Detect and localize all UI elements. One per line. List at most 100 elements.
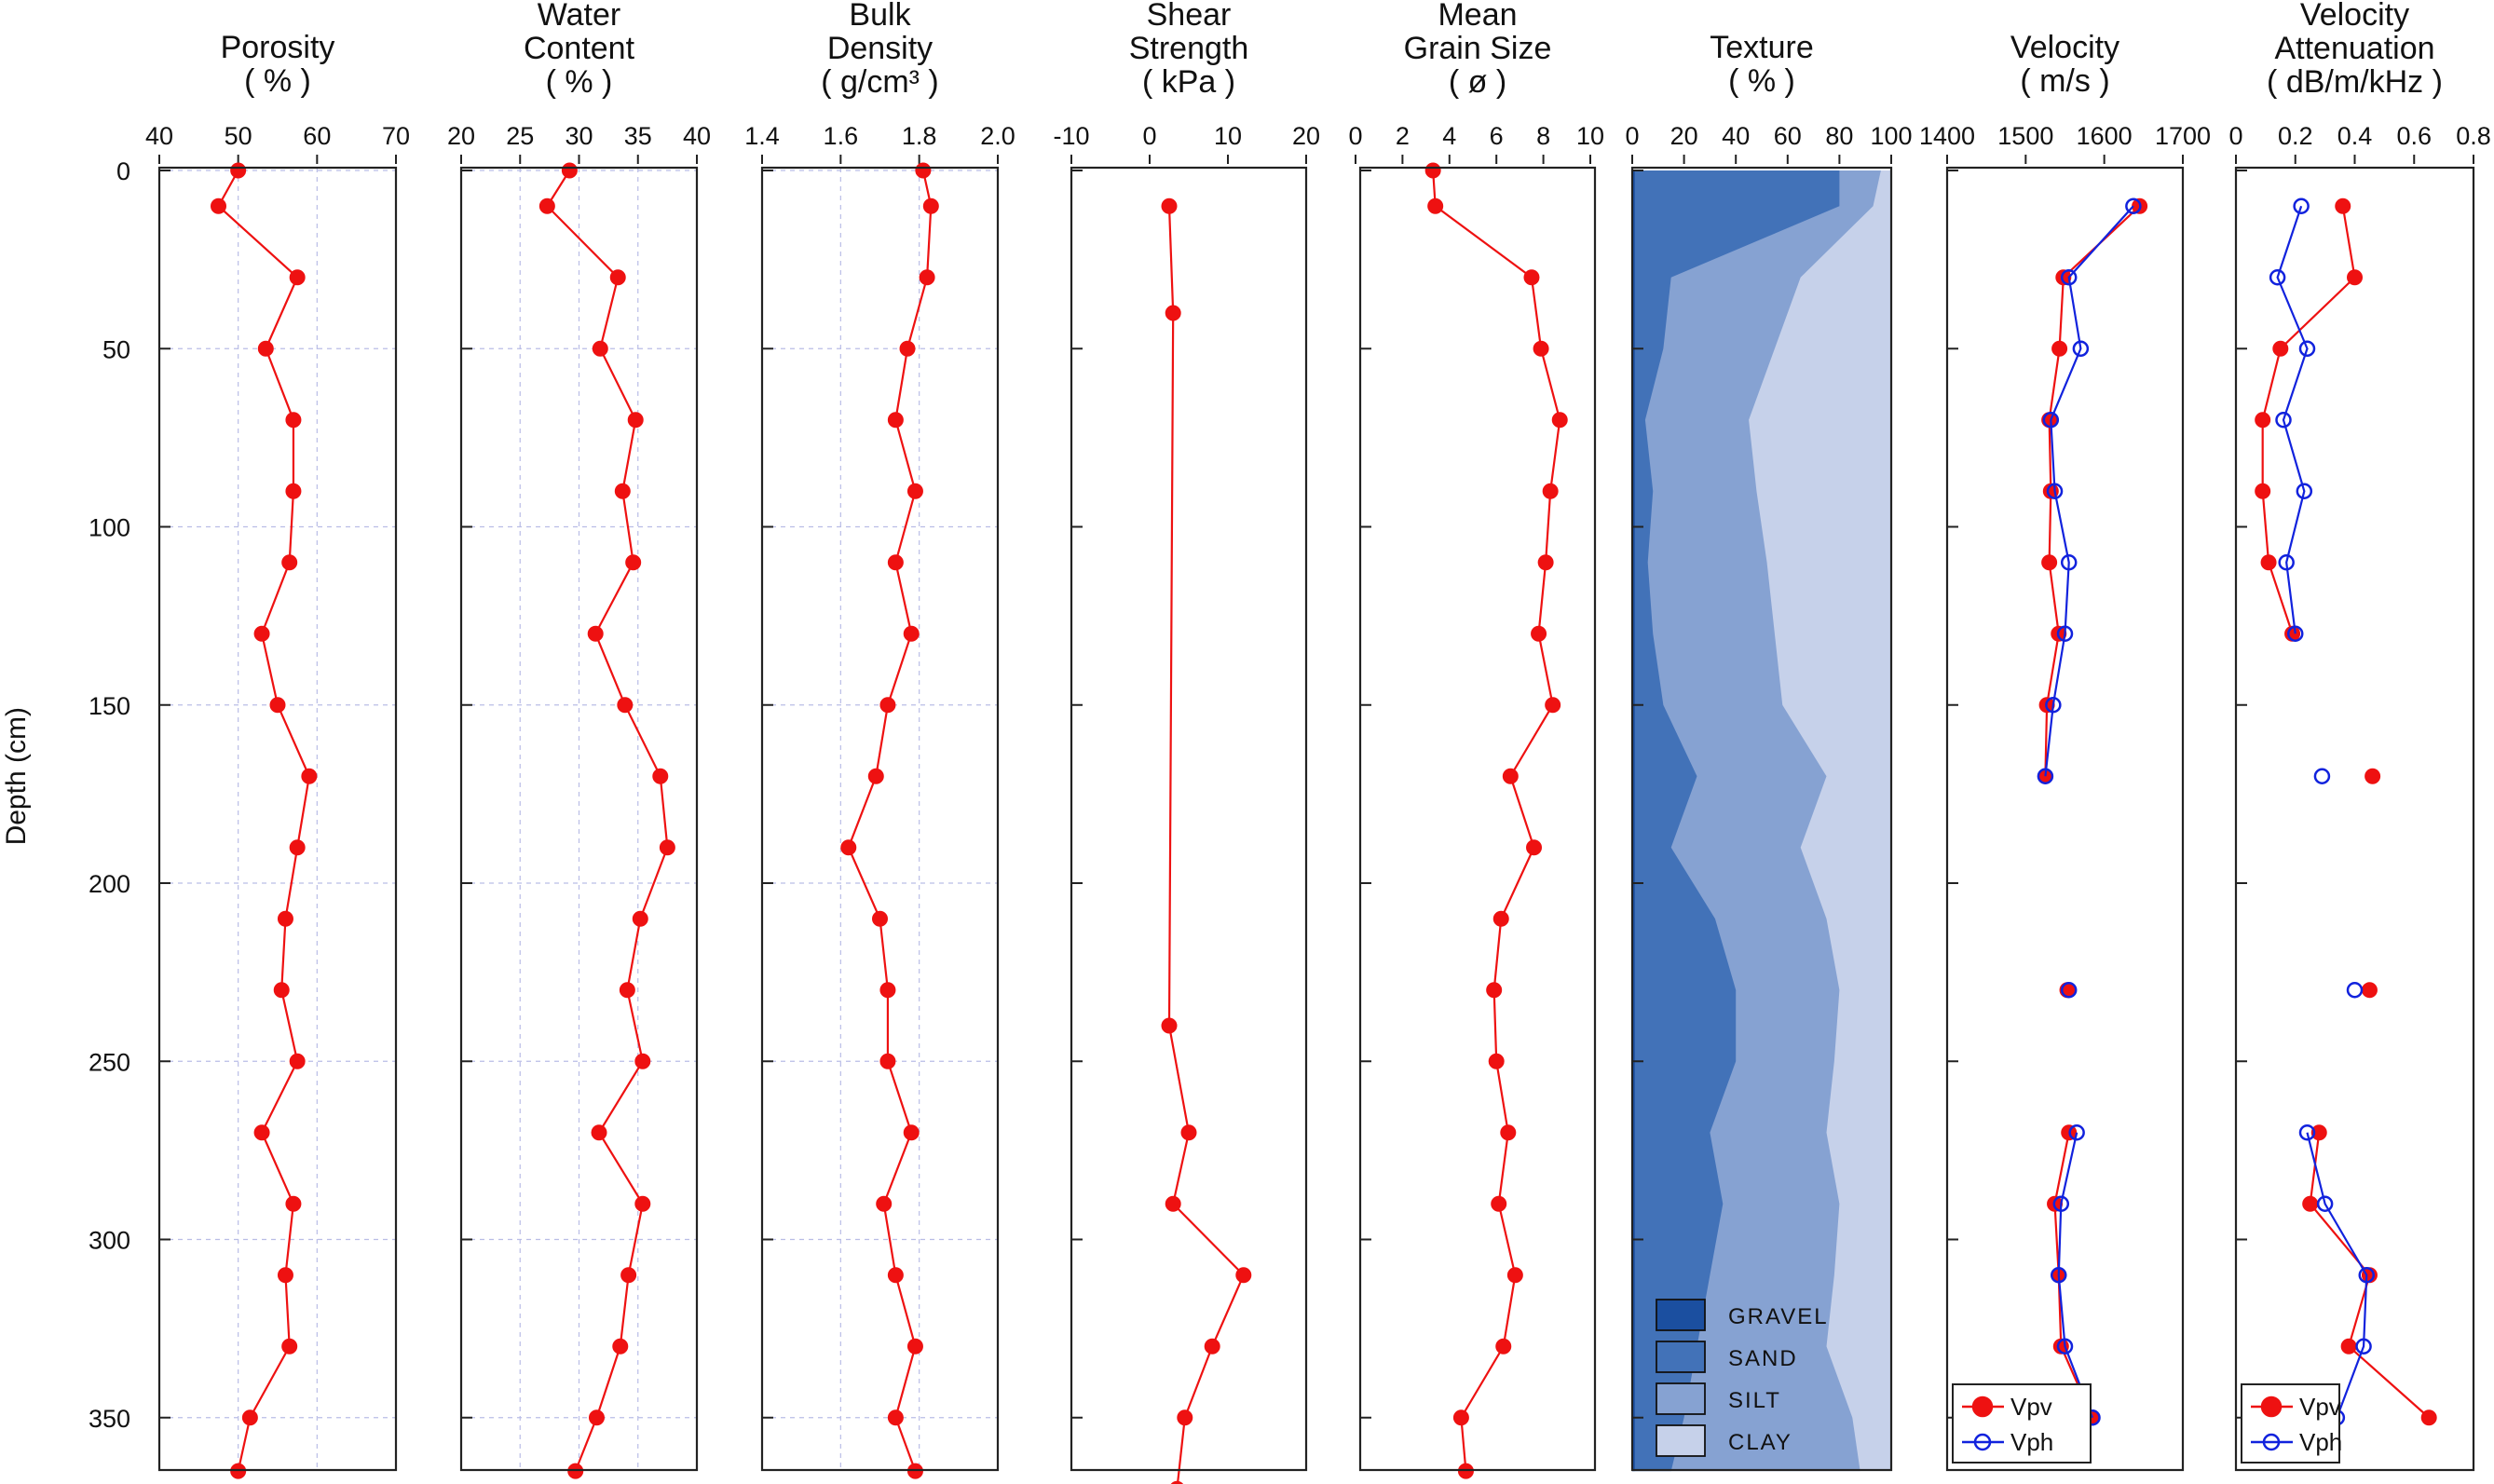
data-point-vph [2051, 1267, 2067, 1284]
data-point-data [1542, 483, 1559, 499]
data-point-vpv [2255, 483, 2271, 499]
data-point-data [659, 839, 675, 856]
data-point-vpv [2055, 269, 2072, 286]
data-point-vph [2298, 1124, 2316, 1141]
data-point-vph [2068, 1124, 2085, 1141]
x-tick-label: 100 [1870, 122, 1912, 150]
data-point-data [1180, 1124, 1197, 1141]
data-point-vph [2046, 483, 2064, 499]
data-point-data [1502, 768, 1519, 784]
data-point-data [1488, 1053, 1505, 1069]
data-point-vph [2052, 1195, 2070, 1212]
data-point-vpv [2051, 340, 2068, 357]
panel-title: ( g/cm³ ) [821, 64, 939, 100]
data-point-data [1545, 697, 1561, 714]
data-point-data [1526, 839, 1543, 856]
data-point-data [1170, 1480, 1184, 1484]
x-tick-label: 0.6 [2396, 122, 2432, 150]
data-point-vph [2056, 1338, 2074, 1355]
data-point-data [285, 483, 302, 499]
data-point-data [269, 697, 286, 714]
data-point-vph [2346, 982, 2364, 999]
x-tick-label: 0 [1348, 122, 1362, 150]
series-line-vph [2276, 205, 2309, 634]
series-line-data [545, 170, 669, 1472]
data-point-data [1235, 1267, 1252, 1284]
data-point-data [1457, 1463, 1474, 1479]
texture-area-sand [1632, 170, 1840, 1472]
panel-title: ( % ) [546, 64, 613, 100]
y-tick-label: 100 [89, 514, 130, 542]
panel-porosity: Porosity( % ) 40 50 60 70 [145, 30, 410, 1479]
data-point-data [879, 982, 896, 999]
panel-title: Strength [1129, 31, 1249, 66]
panel-title: Shear [1147, 0, 1232, 33]
x-tick-label: 20 [1292, 122, 1320, 150]
legend-label: SAND [1728, 1346, 1798, 1371]
data-point-vph [2042, 412, 2060, 429]
panel-texture: Texture( % ) 0 20 40 60 80 100 GRAVEL SAND SILT CL… [1625, 30, 1913, 1472]
legend-swatch-sand [1656, 1341, 1706, 1373]
data-point-data [285, 1195, 302, 1212]
x-tick-label: 1700 [2155, 122, 2211, 150]
data-point-data [289, 839, 306, 856]
series-line-vph [2057, 1132, 2094, 1419]
data-point-data [617, 697, 634, 714]
data-point-vpv [2302, 1195, 2319, 1212]
data-point-data [612, 1338, 629, 1355]
series-line-data [847, 170, 933, 1472]
data-point-vph [2125, 197, 2142, 214]
data-point-data [1161, 197, 1178, 214]
x-tick-label: 1.4 [744, 122, 780, 150]
data-point-data [567, 1463, 584, 1479]
data-point-vpv [2260, 554, 2277, 571]
data-point-data [241, 1409, 258, 1426]
x-tick-label: 0 [2228, 122, 2242, 150]
data-point-data [840, 839, 857, 856]
data-point-vph [2313, 768, 2331, 784]
panel-title: Porosity [221, 30, 335, 65]
plot-frame [459, 166, 699, 1472]
panel-title: ( kPa ) [1142, 64, 1235, 100]
data-point-data [619, 982, 635, 999]
series-line-data [1432, 170, 1561, 1472]
data-point-vph [2296, 483, 2313, 499]
panel-title: ( dB/m/kHz ) [2267, 64, 2443, 100]
legend-label: CLAY [1728, 1430, 1792, 1455]
x-tick-label: 70 [382, 122, 410, 150]
legend-label: Vpv [2010, 1393, 2052, 1421]
x-tick-label: 20 [447, 122, 475, 150]
data-point-vph [2293, 197, 2310, 214]
data-point-data [922, 197, 939, 214]
data-point-vph [2358, 1267, 2375, 1284]
data-point-data [1533, 340, 1549, 357]
x-tick-label: 0 [1142, 122, 1156, 150]
data-point-data [281, 554, 298, 571]
panel-title: Bulk [849, 0, 911, 33]
x-tick-label: 25 [506, 122, 534, 150]
data-point-data [257, 340, 274, 357]
data-point-data [592, 340, 608, 357]
data-point-data [906, 1338, 923, 1355]
y-tick-label: 150 [89, 692, 130, 720]
x-tick-label: 30 [565, 122, 593, 150]
x-tick-label: 80 [1825, 122, 1853, 150]
y-tick-label: 200 [89, 870, 130, 898]
x-tick-label: 1400 [1919, 122, 1975, 150]
x-tick-label: 40 [1722, 122, 1750, 150]
series-line-vph [2044, 205, 2134, 777]
data-point-vph [2037, 768, 2054, 784]
data-point-vpv [2310, 1124, 2327, 1141]
data-point-vpv [2340, 1338, 2357, 1355]
legend-swatch-clay [1656, 1424, 1706, 1457]
series-line-data [217, 170, 311, 1472]
plot-frame [1358, 166, 1597, 1472]
x-tick-label: 35 [624, 122, 652, 150]
data-point-vph [2278, 554, 2295, 571]
data-point-vph [2298, 340, 2316, 357]
y-tick-label: 300 [89, 1227, 130, 1255]
x-tick-label: 1.6 [824, 122, 859, 150]
panel-title: ( ø ) [1449, 64, 1506, 100]
data-point-data [879, 1053, 896, 1069]
